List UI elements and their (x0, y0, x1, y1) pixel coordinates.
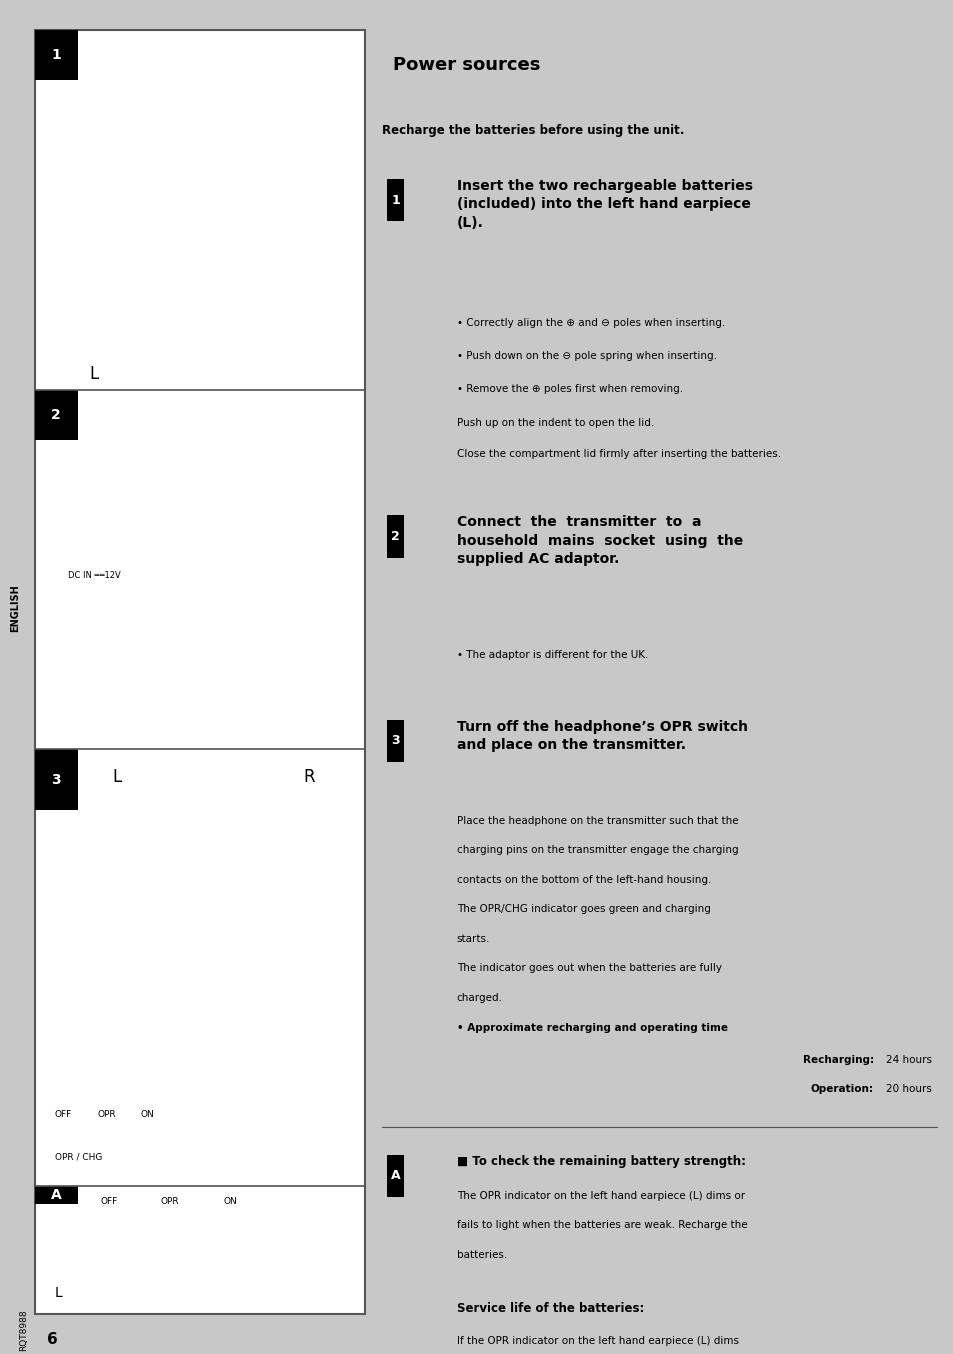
FancyBboxPatch shape (34, 390, 77, 440)
Text: The indicator goes out when the batteries are fully: The indicator goes out when the batterie… (456, 964, 721, 974)
Text: ENGLISH: ENGLISH (10, 584, 20, 632)
Text: RQT8988: RQT8988 (19, 1309, 28, 1351)
Text: • Push down on the ⊖ pole spring when inserting.: • Push down on the ⊖ pole spring when in… (456, 351, 716, 362)
Text: OPR / CHG: OPR / CHG (54, 1152, 102, 1162)
Text: Recharge the batteries before using the unit.: Recharge the batteries before using the … (381, 123, 683, 137)
Text: Close the compartment lid firmly after inserting the batteries.: Close the compartment lid firmly after i… (456, 448, 781, 459)
Text: L: L (90, 366, 99, 383)
Text: Turn off the headphone’s OPR switch
and place on the transmitter.: Turn off the headphone’s OPR switch and … (456, 719, 747, 751)
Text: 24 hours: 24 hours (884, 1055, 931, 1064)
Text: ON: ON (140, 1110, 154, 1120)
Text: 20 hours: 20 hours (884, 1085, 931, 1094)
Text: R: R (303, 768, 314, 787)
FancyBboxPatch shape (34, 749, 77, 810)
Text: charged.: charged. (456, 992, 502, 1003)
Text: Place the headphone on the transmitter such that the: Place the headphone on the transmitter s… (456, 816, 738, 826)
Text: Push up on the indent to open the lid.: Push up on the indent to open the lid. (456, 418, 654, 428)
Text: If the OPR indicator on the left hand earpiece (L) dims: If the OPR indicator on the left hand ea… (456, 1336, 738, 1346)
Text: 2: 2 (391, 529, 399, 543)
Text: Operation:: Operation: (810, 1085, 873, 1094)
Text: L: L (54, 1286, 62, 1300)
FancyBboxPatch shape (34, 30, 365, 1313)
Text: OFF: OFF (54, 1110, 71, 1120)
Text: • The adaptor is different for the UK.: • The adaptor is different for the UK. (456, 650, 647, 661)
Text: batteries.: batteries. (456, 1250, 507, 1259)
FancyBboxPatch shape (34, 30, 77, 80)
Text: Insert the two rechargeable batteries
(included) into the left hand earpiece
(L): Insert the two rechargeable batteries (i… (456, 179, 752, 230)
Text: DC IN ══12V: DC IN ══12V (68, 571, 120, 581)
Text: • Correctly align the ⊕ and ⊖ poles when inserting.: • Correctly align the ⊕ and ⊖ poles when… (456, 318, 724, 328)
Text: The OPR/CHG indicator goes green and charging: The OPR/CHG indicator goes green and cha… (456, 904, 710, 914)
Text: OPR: OPR (97, 1110, 116, 1120)
Text: Power sources: Power sources (393, 57, 540, 74)
FancyBboxPatch shape (387, 179, 403, 221)
Text: OPR: OPR (160, 1197, 179, 1205)
Text: Recharging:: Recharging: (801, 1055, 873, 1064)
Text: 2: 2 (51, 408, 61, 421)
Text: Connect  the  transmitter  to  a
household  mains  socket  using  the
supplied A: Connect the transmitter to a household m… (456, 516, 742, 566)
Text: L: L (112, 768, 122, 787)
Text: A: A (51, 1187, 62, 1201)
FancyBboxPatch shape (387, 1155, 403, 1197)
Text: starts.: starts. (456, 934, 490, 944)
Text: contacts on the bottom of the left-hand housing.: contacts on the bottom of the left-hand … (456, 875, 711, 886)
Text: The OPR indicator on the left hand earpiece (L) dims or: The OPR indicator on the left hand earpi… (456, 1190, 744, 1201)
Text: OFF: OFF (101, 1197, 118, 1205)
Text: 3: 3 (391, 734, 399, 747)
Text: 1: 1 (391, 194, 399, 207)
Text: • Approximate recharging and operating time: • Approximate recharging and operating t… (456, 1022, 727, 1033)
Text: ON: ON (223, 1197, 236, 1205)
Text: Service life of the batteries:: Service life of the batteries: (456, 1303, 643, 1316)
Text: ■ To check the remaining battery strength:: ■ To check the remaining battery strengt… (456, 1155, 745, 1167)
FancyBboxPatch shape (387, 719, 403, 762)
FancyBboxPatch shape (34, 1186, 77, 1204)
Text: • Remove the ⊕ poles first when removing.: • Remove the ⊕ poles first when removing… (456, 385, 682, 394)
Text: charging pins on the transmitter engage the charging: charging pins on the transmitter engage … (456, 845, 738, 856)
FancyBboxPatch shape (370, 30, 948, 100)
FancyBboxPatch shape (387, 516, 403, 558)
Text: 6: 6 (47, 1332, 58, 1347)
Text: 3: 3 (51, 773, 61, 787)
Text: fails to light when the batteries are weak. Recharge the: fails to light when the batteries are we… (456, 1220, 747, 1231)
Text: A: A (391, 1170, 400, 1182)
Text: 1: 1 (51, 49, 61, 62)
